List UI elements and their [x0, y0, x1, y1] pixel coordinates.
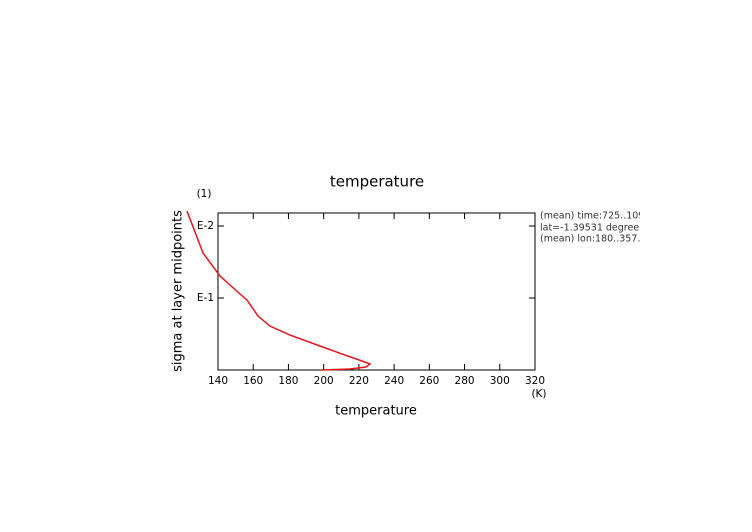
- y-unit: (1): [197, 188, 212, 200]
- annotation: (mean) time:725..109: [540, 211, 644, 222]
- y-axis-label: sigma at layer midpoints: [171, 210, 186, 372]
- x-tick-label: 260: [419, 375, 439, 387]
- x-axis-label: temperature: [335, 404, 417, 419]
- x-tick-label: 280: [455, 375, 475, 387]
- chart-title: temperature: [330, 173, 424, 191]
- x-tick-label: 220: [349, 375, 369, 387]
- x-tick-label: 140: [208, 375, 228, 387]
- y-tick-label: E-1: [197, 292, 214, 304]
- data-line: [186, 210, 372, 371]
- plot-frame: [217, 212, 536, 371]
- x-tick-label: 320: [525, 375, 545, 387]
- annotation: lat=-1.39531 degree: [540, 223, 639, 234]
- x-tick-label: 240: [384, 375, 404, 387]
- x-tick-label: 300: [490, 375, 510, 387]
- x-unit: (K): [531, 388, 546, 400]
- x-tick-label: 160: [243, 375, 263, 387]
- annotations: (mean) time:725..109 lat=-1.39531 degree…: [540, 211, 644, 245]
- y-tick-label: E-2: [197, 220, 214, 232]
- annotation: (mean) lon:180..357.: [540, 234, 640, 245]
- x-tick-label: 200: [314, 375, 334, 387]
- x-tick-label: 180: [278, 375, 298, 387]
